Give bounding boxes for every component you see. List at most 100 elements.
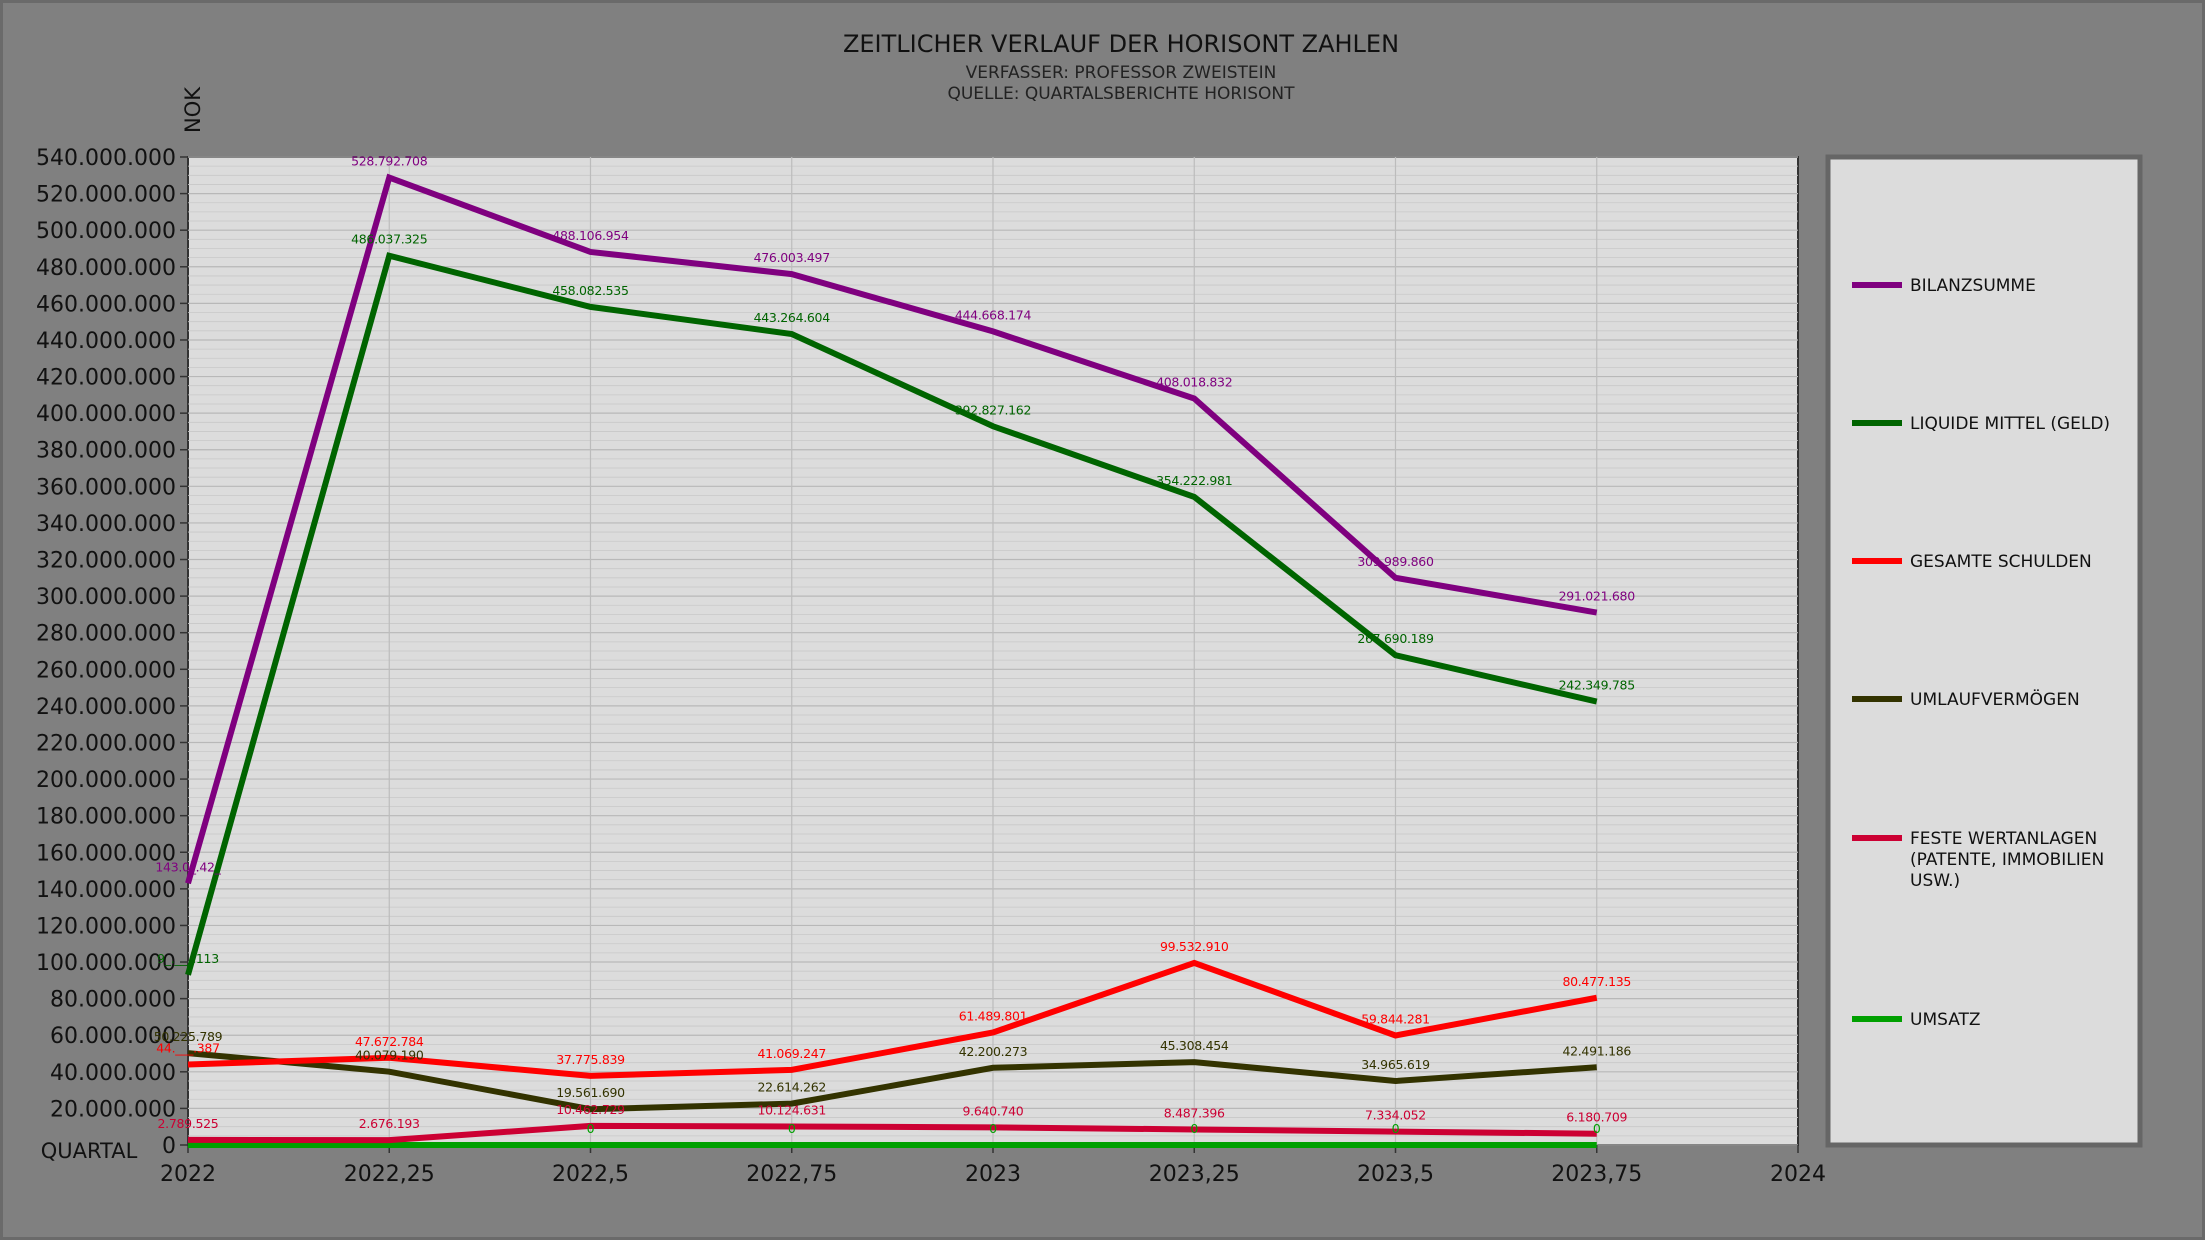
y-tick-label: 0	[162, 1134, 176, 1159]
x-tick-label: 2022,25	[344, 1162, 435, 1187]
y-tick-label: 180.000.000	[36, 805, 176, 830]
data-label: 486.037.325	[351, 232, 427, 247]
data-label: 444.668.174	[955, 307, 1032, 322]
data-label: 143.0_.42_	[155, 859, 221, 874]
legend-label-4: USW.)	[1910, 871, 1960, 891]
legend-items: BILANZSUMME LIQUIDE MITTEL (GELD) GESAMTE …	[1852, 276, 2110, 1030]
y-tick-label: 520.000.000	[36, 183, 176, 208]
data-label: 61.489.801	[959, 1008, 1028, 1023]
y-tick-label: 340.000.000	[36, 512, 176, 537]
x-tick-label: 2023,5	[1357, 1162, 1434, 1187]
data-label: 0	[1392, 1121, 1400, 1136]
chart-subtitle-author: VERFASSER: PROFESSOR ZWEISTEIN	[966, 63, 1277, 83]
chart-title: ZEITLICHER VERLAUF DER HORISONT ZAHLEN	[843, 30, 1399, 58]
y-axis: 0 20.000.000 40.000.000 60.000.000 80.000.00…	[36, 146, 188, 1159]
chart-subtitle-source: QUELLE: QUARTALSBERICHTE HORISONT	[947, 84, 1295, 104]
legend-label-4: FESTE WERTANLAGEN	[1910, 829, 2097, 849]
data-label: 8.487.396	[1164, 1105, 1225, 1120]
data-label: 242.349.785	[1559, 678, 1635, 693]
x-axis: 2022 2022,25 2022,5 2022,75 2023 2023,25 2023,…	[160, 1145, 1826, 1187]
y-tick-label: 480.000.000	[36, 256, 176, 281]
series-line-2	[187, 959, 1598, 1079]
x-tick-label: 2023,25	[1149, 1162, 1240, 1187]
legend-label-5: UMSATZ	[1910, 1010, 1981, 1030]
data-label: 42.491.186	[1562, 1043, 1631, 1058]
x-tick-label: 2022	[160, 1162, 216, 1187]
data-label: 50.225.789	[154, 1029, 223, 1044]
y-tick-label: 440.000.000	[36, 329, 176, 354]
legend-label-0: BILANZSUMME	[1910, 276, 2036, 296]
data-label: 0	[587, 1121, 595, 1136]
y-tick-label: 380.000.000	[36, 439, 176, 464]
y-tick-label: 420.000.000	[36, 366, 176, 391]
y-tick-label: 500.000.000	[36, 219, 176, 244]
data-label: 7.334.052	[1365, 1108, 1426, 1123]
y-tick-label: 280.000.000	[36, 622, 176, 647]
data-label: 408.018.832	[1156, 374, 1232, 389]
data-label: 267.690.189	[1357, 631, 1434, 646]
series-lines	[185, 173, 1598, 1148]
data-label: 0	[788, 1121, 796, 1136]
legend-label-2: GESAMTE SCHULDEN	[1910, 552, 2092, 572]
x-tick-label: 2022,5	[552, 1162, 629, 1187]
data-label: 9.640.740	[963, 1103, 1024, 1118]
y-tick-label: 460.000.000	[36, 292, 176, 317]
y-tick-label: 300.000.000	[36, 585, 176, 610]
data-label: 291.021.680	[1559, 589, 1636, 604]
data-label: 44.___.387	[156, 1040, 219, 1055]
data-labels: 143.0_.42_ 528.792.708 488.106.954 476.003.…	[154, 154, 1636, 1136]
data-label: 476.003.497	[754, 250, 830, 265]
y-axis-label: NOK	[181, 86, 205, 133]
y-tick-label: 160.000.000	[36, 841, 176, 866]
series-line-3	[187, 1050, 1597, 1113]
y-tick-label: 20.000.000	[50, 1097, 176, 1122]
data-label: 10.462.729	[556, 1102, 625, 1117]
data-label: 2.676.193	[359, 1116, 420, 1131]
legend	[1825, 154, 2143, 1148]
y-tick-label: 260.000.000	[36, 658, 176, 683]
data-label: 45.308.454	[1160, 1038, 1229, 1053]
y-tick-label: 320.000.000	[36, 549, 176, 574]
data-label: 41.069.247	[757, 1046, 826, 1061]
y-tick-label: 360.000.000	[36, 475, 176, 500]
series-line-4	[187, 1122, 1597, 1144]
x-tick-label: 2024	[1770, 1162, 1826, 1187]
data-label: 42.200.273	[959, 1044, 1028, 1059]
legend-label-3: UMLAUFVERMÖGEN	[1910, 688, 2080, 710]
data-label: 34.965.619	[1361, 1057, 1430, 1072]
data-label: 354.222.981	[1156, 473, 1232, 488]
data-label: 99.532.910	[1160, 939, 1229, 954]
y-tick-label: 220.000.000	[36, 731, 176, 756]
series-line-1	[185, 252, 1598, 976]
x-tick-label: 2023	[965, 1162, 1021, 1187]
data-label: 40.079.190	[355, 1048, 424, 1063]
data-label: 59.844.281	[1361, 1012, 1430, 1027]
x-tick-label: 2022,75	[746, 1162, 837, 1187]
data-label: 19.561.690	[556, 1085, 625, 1100]
data-label: 0	[989, 1121, 997, 1136]
y-tick-label: 200.000.000	[36, 768, 176, 793]
y-tick-label: 100.000.000	[36, 951, 176, 976]
grid	[188, 156, 1798, 1146]
data-label: 458.082.535	[552, 283, 628, 298]
legend-label-4: (PATENTE, IMMOBILIEN	[1910, 850, 2104, 870]
legend-label-1: LIQUIDE MITTEL (GELD)	[1910, 414, 2110, 434]
y-tick-label: 120.000.000	[36, 914, 176, 939]
data-label: 488.106.954	[552, 228, 629, 243]
y-tick-label: 400.000.000	[36, 402, 176, 427]
x-axis-label: QUARTAL	[41, 1139, 138, 1163]
y-tick-label: 80.000.000	[50, 988, 176, 1013]
y-tick-label: 60.000.000	[50, 1024, 176, 1049]
data-label: 443.264.604	[754, 310, 831, 325]
data-label: 2.789.525	[158, 1116, 219, 1131]
x-tick-label: 2023,75	[1551, 1162, 1642, 1187]
y-tick-label: 540.000.000	[36, 146, 176, 171]
data-label: 47.672.784	[355, 1034, 424, 1049]
y-tick-label: 40.000.000	[50, 1061, 176, 1086]
data-label: 0	[1593, 1121, 1601, 1136]
data-label: 392.827.162	[955, 402, 1031, 417]
series-line-0	[185, 173, 1598, 885]
data-label: 37.775.839	[556, 1052, 625, 1067]
